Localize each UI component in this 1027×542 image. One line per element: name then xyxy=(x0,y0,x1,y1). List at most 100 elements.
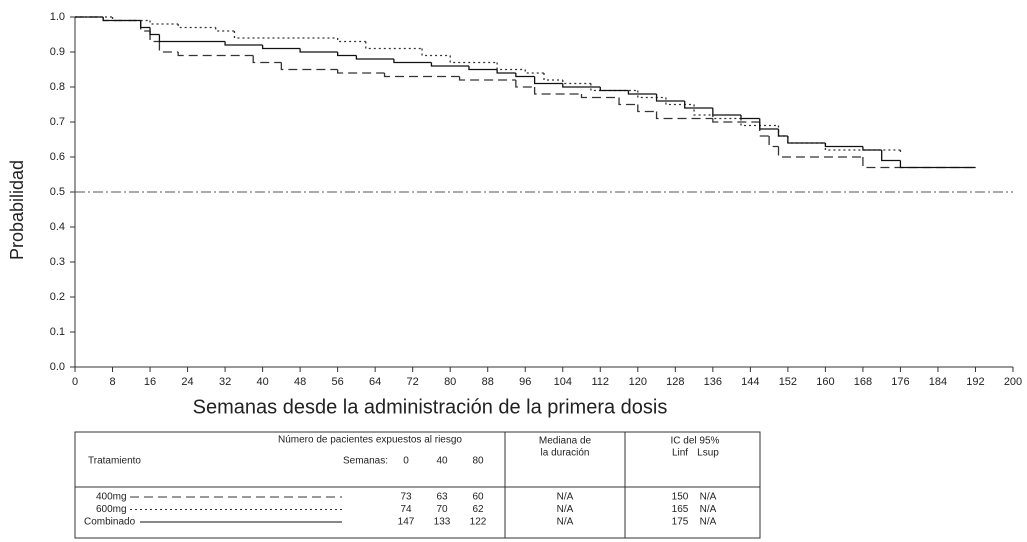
x-tick-label: 48 xyxy=(294,376,306,388)
km-step xyxy=(336,52,357,57)
km-step xyxy=(712,115,741,120)
km-step xyxy=(618,97,638,106)
km-step xyxy=(777,129,788,137)
x-tick-label: 8 xyxy=(109,376,115,388)
km-step xyxy=(215,27,235,32)
km-step xyxy=(177,24,216,29)
table-header: 80 xyxy=(472,456,484,467)
km-step xyxy=(824,143,901,151)
table-header: 0 xyxy=(403,456,409,467)
km-step xyxy=(881,150,901,162)
km-step xyxy=(740,115,760,120)
y-tick-label: 0.9 xyxy=(50,46,65,58)
table-header: Linf xyxy=(672,448,688,459)
km-step xyxy=(599,87,629,92)
y-tick-label: 0.4 xyxy=(50,221,65,233)
legend-label: Combinado xyxy=(84,517,136,528)
y-tick-label: 0.5 xyxy=(50,186,65,198)
x-tick-label: 0 xyxy=(72,376,78,388)
km-step xyxy=(158,34,226,43)
table-cell: N/A xyxy=(557,504,574,515)
x-tick-label: 128 xyxy=(666,376,684,388)
y-tick-label: 0.7 xyxy=(50,116,65,128)
km-step xyxy=(111,17,141,22)
km-step xyxy=(280,62,338,71)
legend-label: 600mg xyxy=(96,504,127,515)
x-tick-label: 32 xyxy=(219,376,231,388)
km-step xyxy=(543,73,563,81)
km-step xyxy=(355,55,394,60)
x-axis-label: Semanas desde la administración de la pr… xyxy=(193,396,668,418)
x-tick-label: 104 xyxy=(554,376,572,388)
table-cell: 63 xyxy=(436,492,448,503)
km-step xyxy=(233,31,338,39)
km-step xyxy=(590,83,638,92)
table-cell: 70 xyxy=(436,504,448,515)
km-step xyxy=(140,20,151,29)
km-step xyxy=(336,38,366,43)
table-header: la duración xyxy=(541,448,590,459)
table-cell: N/A xyxy=(700,517,717,528)
km-step xyxy=(149,20,179,25)
km-step xyxy=(383,73,460,78)
table-header: Número de pacientes expuestos al riesgo xyxy=(278,435,462,446)
km-step xyxy=(365,41,423,50)
x-tick-label: 176 xyxy=(891,376,909,388)
x-tick-label: 120 xyxy=(629,376,647,388)
km-step xyxy=(140,20,151,32)
table-cell: N/A xyxy=(700,504,717,515)
km-step xyxy=(627,90,657,95)
km-step xyxy=(562,80,591,85)
table-cell: 150 xyxy=(672,492,689,503)
x-tick-label: 184 xyxy=(929,376,947,388)
km-step xyxy=(299,48,338,53)
table-cell: 62 xyxy=(472,504,484,515)
km-step xyxy=(768,136,779,148)
km-step xyxy=(712,108,741,116)
km-step xyxy=(430,62,469,67)
km-step xyxy=(899,160,976,169)
x-tick-label: 24 xyxy=(181,376,193,388)
y-tick-label: 0.8 xyxy=(50,81,65,93)
table-header: Mediana de xyxy=(539,436,592,447)
km-step xyxy=(458,76,516,81)
table-header: Tratamiento xyxy=(88,456,141,467)
km-step xyxy=(637,104,657,113)
table-header: IC del 95% xyxy=(671,436,720,447)
km-step xyxy=(149,31,160,43)
km-step xyxy=(158,41,179,53)
y-axis-label: Probabilidad xyxy=(7,160,27,260)
km-step xyxy=(261,45,301,50)
km-step xyxy=(684,101,713,109)
table-header: Lsup xyxy=(697,448,719,459)
table-cell: N/A xyxy=(557,517,574,528)
x-tick-label: 56 xyxy=(332,376,344,388)
km-step xyxy=(693,104,713,116)
km-step xyxy=(224,41,263,46)
km-step xyxy=(252,55,282,64)
x-tick-label: 64 xyxy=(369,376,381,388)
km-step xyxy=(468,66,498,71)
km-step xyxy=(580,94,620,99)
km-step xyxy=(740,118,779,127)
x-tick-label: 72 xyxy=(407,376,419,388)
y-tick-label: 0.6 xyxy=(50,151,65,163)
km-step xyxy=(393,59,432,64)
table-cell: N/A xyxy=(557,492,574,503)
km-step xyxy=(862,146,882,151)
km-step xyxy=(655,111,713,120)
km-step xyxy=(759,118,779,130)
km-step xyxy=(533,87,582,95)
table-header: Semanas: xyxy=(343,456,388,467)
table-cell: 165 xyxy=(672,504,689,515)
x-tick-label: 160 xyxy=(816,376,834,388)
table-cell: 175 xyxy=(672,517,689,528)
x-tick-label: 16 xyxy=(144,376,156,388)
km-step xyxy=(777,125,788,137)
table-cell: 122 xyxy=(470,517,487,528)
km-step xyxy=(496,69,516,74)
y-tick-label: 0.3 xyxy=(50,256,65,268)
table-cell: 60 xyxy=(472,492,484,503)
x-tick-label: 200 xyxy=(1004,376,1022,388)
x-tick-label: 152 xyxy=(779,376,797,388)
